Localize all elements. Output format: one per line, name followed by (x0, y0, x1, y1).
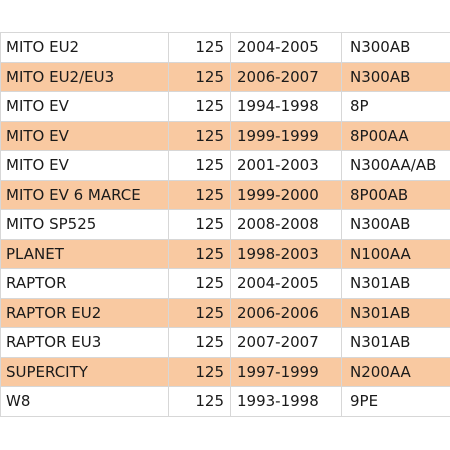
table-row[interactable]: MITO EV 125 2001-2003 N300AA/AB (0, 150, 450, 181)
years-cell[interactable]: 2006-2006 (230, 297, 342, 328)
years-cell[interactable]: 2004-2005 (230, 268, 342, 299)
part-code-cell[interactable]: 8P00AA (341, 120, 450, 151)
years-cell[interactable]: 2001-2003 (230, 150, 342, 181)
years-cell[interactable]: 1999-2000 (230, 179, 342, 210)
table-row[interactable]: W8 125 1993-1998 9PE (0, 386, 450, 417)
part-code-cell[interactable]: 9PE (341, 386, 450, 417)
displacement-cell[interactable]: 125 (168, 238, 231, 269)
table-row[interactable]: RAPTOR EU3 125 2007-2007 N301AB (0, 327, 450, 358)
table-row[interactable]: MITO SP525 125 2008-2008 N300AB (0, 209, 450, 240)
part-code-cell[interactable]: N200AA (341, 356, 450, 387)
displacement-cell[interactable]: 125 (168, 61, 231, 92)
displacement-cell[interactable]: 125 (168, 91, 231, 122)
model-cell[interactable]: MITO EU2 (0, 32, 169, 63)
model-table: MITO EU2 125 2004-2005 N300AB MITO EU2/EU3 12… (0, 32, 450, 417)
part-code-cell[interactable]: 8P (341, 91, 450, 122)
part-code-cell[interactable]: N100AA (341, 238, 450, 269)
model-cell[interactable]: RAPTOR EU2 (0, 297, 169, 328)
model-cell[interactable]: RAPTOR EU3 (0, 327, 169, 358)
model-cell[interactable]: SUPERCITY (0, 356, 169, 387)
part-code-cell[interactable]: N301AB (341, 327, 450, 358)
model-cell[interactable]: RAPTOR (0, 268, 169, 299)
displacement-cell[interactable]: 125 (168, 209, 231, 240)
part-code-cell[interactable]: N301AB (341, 268, 450, 299)
part-code-cell[interactable]: 8P00AB (341, 179, 450, 210)
part-code-cell[interactable]: N300AB (341, 32, 450, 63)
model-cell[interactable]: MITO EV (0, 150, 169, 181)
displacement-cell[interactable]: 125 (168, 150, 231, 181)
model-cell[interactable]: MITO SP525 (0, 209, 169, 240)
displacement-cell[interactable]: 125 (168, 120, 231, 151)
part-code-cell[interactable]: N300AB (341, 61, 450, 92)
table-row[interactable]: MITO EU2/EU3 125 2006-2007 N300AB (0, 61, 450, 92)
years-cell[interactable]: 1998-2003 (230, 238, 342, 269)
model-cell[interactable]: MITO EV (0, 120, 169, 151)
displacement-cell[interactable]: 125 (168, 32, 231, 63)
table-row[interactable]: MITO EU2 125 2004-2005 N300AB (0, 32, 450, 63)
table-row[interactable]: SUPERCITY 125 1997-1999 N200AA (0, 356, 450, 387)
displacement-cell[interactable]: 125 (168, 356, 231, 387)
years-cell[interactable]: 2008-2008 (230, 209, 342, 240)
years-cell[interactable]: 1994-1998 (230, 91, 342, 122)
years-cell[interactable]: 1999-1999 (230, 120, 342, 151)
displacement-cell[interactable]: 125 (168, 386, 231, 417)
displacement-cell[interactable]: 125 (168, 179, 231, 210)
model-cell[interactable]: PLANET (0, 238, 169, 269)
part-code-cell[interactable]: N300AA/AB (341, 150, 450, 181)
part-code-cell[interactable]: N300AB (341, 209, 450, 240)
displacement-cell[interactable]: 125 (168, 297, 231, 328)
table-row[interactable]: MITO EV 125 1994-1998 8P (0, 91, 450, 122)
model-cell[interactable]: MITO EU2/EU3 (0, 61, 169, 92)
table-row[interactable]: MITO EV 6 MARCE 125 1999-2000 8P00AB (0, 179, 450, 210)
years-cell[interactable]: 2004-2005 (230, 32, 342, 63)
table-row[interactable]: RAPTOR 125 2004-2005 N301AB (0, 268, 450, 299)
table-row[interactable]: MITO EV 125 1999-1999 8P00AA (0, 120, 450, 151)
model-table-body: MITO EU2 125 2004-2005 N300AB MITO EU2/EU3 12… (0, 32, 450, 417)
model-cell[interactable]: MITO EV (0, 91, 169, 122)
part-code-cell[interactable]: N301AB (341, 297, 450, 328)
model-cell[interactable]: W8 (0, 386, 169, 417)
displacement-cell[interactable]: 125 (168, 268, 231, 299)
years-cell[interactable]: 2006-2007 (230, 61, 342, 92)
years-cell[interactable]: 1993-1998 (230, 386, 342, 417)
years-cell[interactable]: 1997-1999 (230, 356, 342, 387)
model-table-container: MITO EU2 125 2004-2005 N300AB MITO EU2/EU3 12… (0, 32, 450, 417)
model-cell[interactable]: MITO EV 6 MARCE (0, 179, 169, 210)
table-row[interactable]: PLANET 125 1998-2003 N100AA (0, 238, 450, 269)
table-row[interactable]: RAPTOR EU2 125 2006-2006 N301AB (0, 297, 450, 328)
years-cell[interactable]: 2007-2007 (230, 327, 342, 358)
displacement-cell[interactable]: 125 (168, 327, 231, 358)
